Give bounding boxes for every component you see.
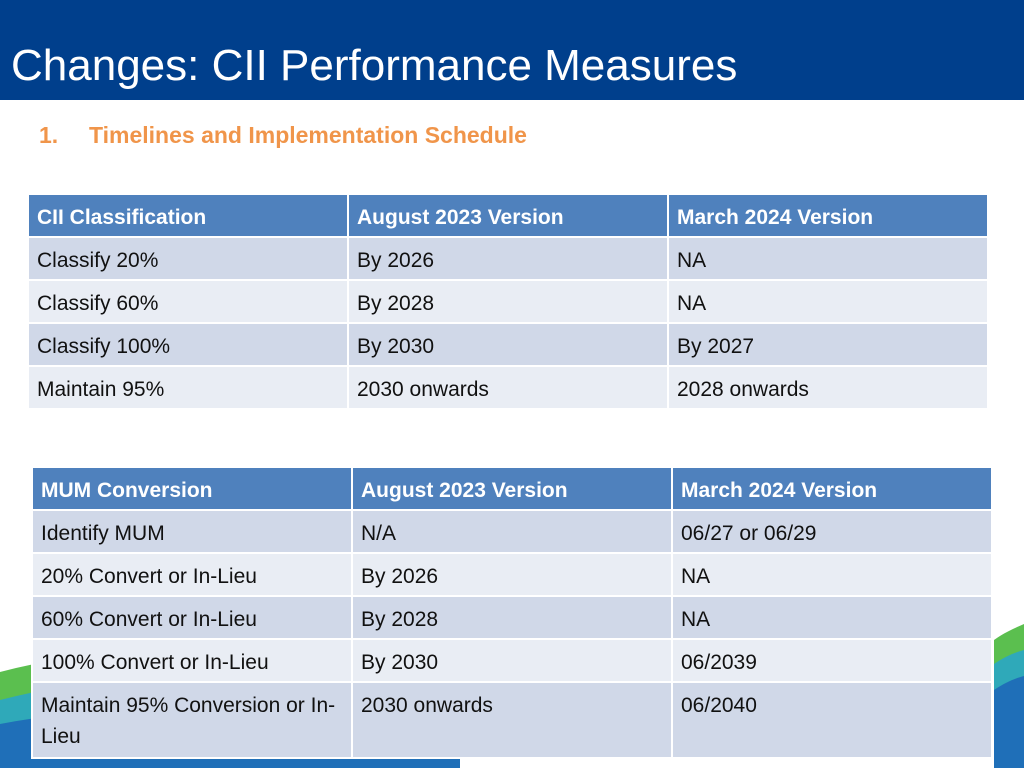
table-cell: By 2026 [353,554,671,595]
section-title: Timelines and Implementation Schedule [89,122,527,148]
cii-classification-table: CII Classification August 2023 Version M… [27,193,989,410]
mum-conversion-table: MUM Conversion August 2023 Version March… [31,466,993,759]
section-heading: 1. Timelines and Implementation Schedule [39,122,527,149]
table-row: Maintain 95% Conversion or In-Lieu 2030 … [33,683,991,757]
table-cell: 06/2039 [673,640,991,681]
table-header-row: MUM Conversion August 2023 Version March… [33,468,991,509]
table-cell: 2030 onwards [353,683,671,757]
table-cell: By 2030 [349,324,667,365]
table-row: Maintain 95% 2030 onwards 2028 onwards [29,367,987,408]
table-cell: 2028 onwards [669,367,987,408]
table-cell: By 2027 [669,324,987,365]
title-bar: Changes: CII Performance Measures [0,0,1024,100]
table-cell: NA [669,238,987,279]
column-header: CII Classification [29,195,347,236]
table-header-row: CII Classification August 2023 Version M… [29,195,987,236]
table-cell: 100% Convert or In-Lieu [33,640,351,681]
section-number: 1. [39,122,59,148]
table-row: Classify 100% By 2030 By 2027 [29,324,987,365]
table-cell: NA [673,597,991,638]
table-cell: By 2026 [349,238,667,279]
slide-title: Changes: CII Performance Measures [11,41,738,90]
column-header: August 2023 Version [349,195,667,236]
table-cell: Classify 20% [29,238,347,279]
table-row: 20% Convert or In-Lieu By 2026 NA [33,554,991,595]
column-header: August 2023 Version [353,468,671,509]
table-cell: 20% Convert or In-Lieu [33,554,351,595]
column-header: March 2024 Version [673,468,991,509]
table-row: Identify MUM N/A 06/27 or 06/29 [33,511,991,552]
table-cell: NA [669,281,987,322]
table-cell: Maintain 95% Conversion or In-Lieu [33,683,351,757]
table-cell: Identify MUM [33,511,351,552]
table-cell: Maintain 95% [29,367,347,408]
table-cell: 06/2040 [673,683,991,757]
table-cell: Classify 60% [29,281,347,322]
column-header: March 2024 Version [669,195,987,236]
wave-right-blue [994,676,1024,768]
table-cell: NA [673,554,991,595]
table-row: 100% Convert or In-Lieu By 2030 06/2039 [33,640,991,681]
table-cell: By 2030 [353,640,671,681]
table-cell: 06/27 or 06/29 [673,511,991,552]
table-row: Classify 20% By 2026 NA [29,238,987,279]
column-header: MUM Conversion [33,468,351,509]
table-row: Classify 60% By 2028 NA [29,281,987,322]
table-cell: 60% Convert or In-Lieu [33,597,351,638]
table-row: 60% Convert or In-Lieu By 2028 NA [33,597,991,638]
table-cell: N/A [353,511,671,552]
table-cell: By 2028 [349,281,667,322]
table-cell: Classify 100% [29,324,347,365]
table-cell: 2030 onwards [349,367,667,408]
table-cell: By 2028 [353,597,671,638]
